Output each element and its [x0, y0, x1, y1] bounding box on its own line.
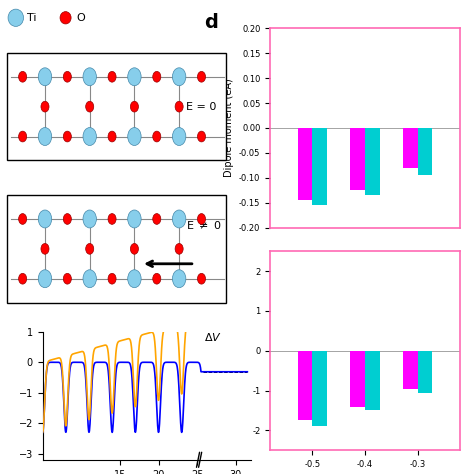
Circle shape [108, 273, 116, 284]
Bar [350, 128, 365, 190]
Circle shape [128, 270, 141, 288]
Circle shape [64, 131, 72, 142]
Circle shape [130, 244, 138, 254]
Circle shape [198, 131, 206, 142]
Circle shape [153, 131, 161, 142]
Circle shape [83, 210, 96, 228]
Circle shape [153, 72, 161, 82]
Text: O: O [77, 13, 85, 23]
Circle shape [83, 270, 96, 288]
Bar [403, 128, 418, 168]
Circle shape [64, 214, 72, 224]
Circle shape [173, 210, 186, 228]
Circle shape [128, 128, 141, 146]
Bar [350, 351, 365, 407]
Circle shape [86, 244, 94, 254]
Circle shape [83, 68, 96, 86]
Bar [7, 195, 226, 302]
Circle shape [41, 101, 49, 112]
Circle shape [198, 72, 206, 82]
Bar [418, 351, 432, 392]
Y-axis label: Dipole moment (eA): Dipole moment (eA) [224, 79, 234, 177]
Circle shape [18, 72, 27, 82]
Circle shape [18, 131, 27, 142]
Circle shape [173, 68, 186, 86]
Circle shape [198, 214, 206, 224]
Circle shape [128, 68, 141, 86]
Text: d: d [204, 12, 218, 31]
Bar [365, 128, 380, 195]
Y-axis label: ΔV (eV): ΔV (eV) [237, 332, 246, 369]
Text: Ti: Ti [27, 13, 36, 23]
Bar [7, 53, 226, 160]
Circle shape [108, 214, 116, 224]
Circle shape [173, 128, 186, 146]
Circle shape [38, 270, 52, 288]
Circle shape [173, 270, 186, 288]
Circle shape [108, 131, 116, 142]
Circle shape [130, 101, 138, 112]
Bar [298, 351, 312, 420]
Bar [403, 351, 418, 389]
Circle shape [83, 128, 96, 146]
Bar [365, 351, 380, 410]
Bar [312, 128, 327, 205]
Circle shape [175, 244, 183, 254]
Circle shape [38, 68, 52, 86]
Circle shape [38, 210, 52, 228]
Circle shape [8, 9, 24, 27]
Bar [312, 351, 327, 427]
Circle shape [86, 101, 94, 112]
Text: $\Delta V$: $\Delta V$ [204, 331, 222, 343]
Bar [298, 128, 312, 200]
Circle shape [64, 72, 72, 82]
Circle shape [60, 12, 71, 24]
Text: E = 0: E = 0 [186, 101, 216, 112]
Circle shape [153, 214, 161, 224]
Circle shape [38, 128, 52, 146]
Circle shape [18, 273, 27, 284]
Circle shape [198, 273, 206, 284]
Circle shape [175, 101, 183, 112]
Circle shape [128, 210, 141, 228]
Text: E $\neq$ 0: E $\neq$ 0 [186, 219, 222, 231]
Circle shape [64, 273, 72, 284]
Circle shape [153, 273, 161, 284]
Circle shape [41, 244, 49, 254]
Circle shape [108, 72, 116, 82]
Circle shape [18, 214, 27, 224]
Bar [418, 128, 432, 175]
